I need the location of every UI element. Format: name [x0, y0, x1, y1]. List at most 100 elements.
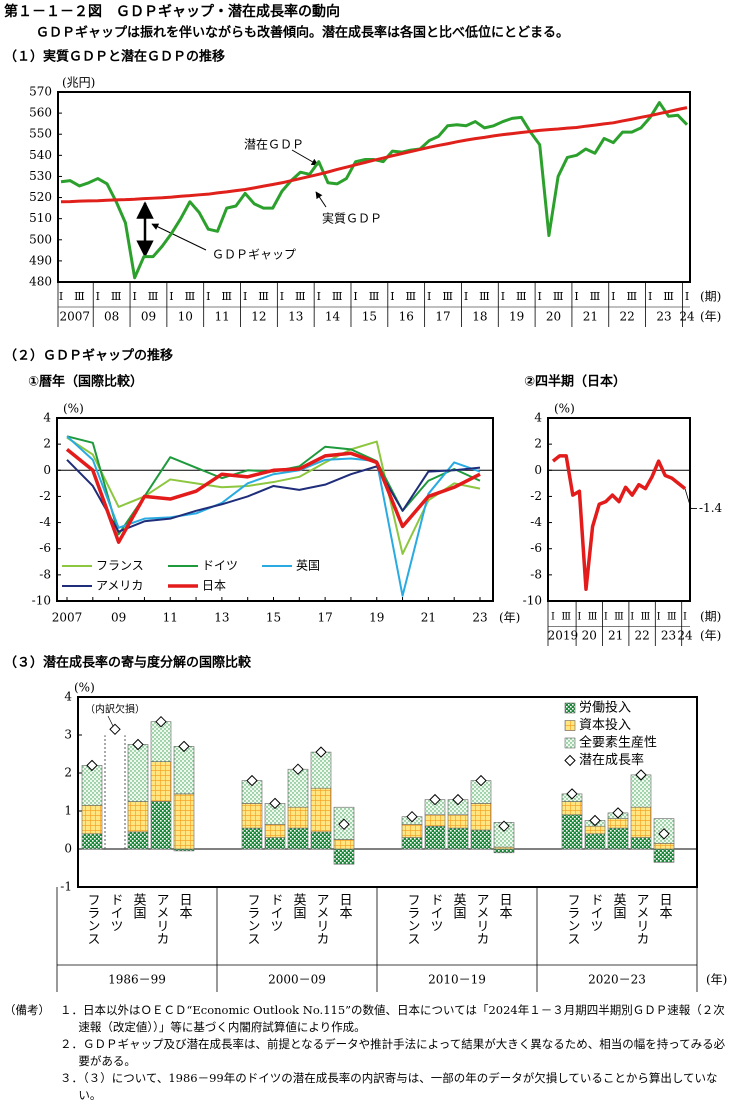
year-label: 24 [679, 310, 695, 324]
diamond-marker [475, 774, 487, 787]
bar-segment [561, 814, 583, 850]
y-tick-label: 550 [29, 127, 52, 141]
x-tick-label: Ⅲ [221, 290, 232, 303]
leader [107, 715, 114, 727]
x-tick-label: 11 [163, 611, 178, 625]
bar-segment [173, 746, 195, 795]
x-tick-label: Ⅲ [667, 612, 677, 623]
x-tick-label: Ⅰ [390, 290, 394, 303]
x-tick-label: Ⅲ [626, 290, 637, 303]
period-label: 2020－23 [588, 973, 646, 987]
y-tick-label: -4 [39, 515, 51, 529]
y-tick-label: -1 [60, 880, 72, 894]
x-unit: (年) [706, 973, 727, 987]
diamond-marker [315, 746, 327, 758]
y-tick-label: 2 [43, 437, 51, 451]
bar-segment [630, 806, 652, 838]
year-label: 21 [608, 629, 623, 643]
legend-label: 全要素生産性 [579, 735, 657, 751]
x-tick-label: フランス [245, 893, 260, 945]
x-tick-label: Ⅲ [614, 612, 624, 623]
year-label: 2019 [548, 629, 579, 643]
year-label: 24 [677, 629, 693, 643]
x-tick-label: Ⅰ [243, 290, 247, 303]
notes-label: （備考） [4, 1003, 50, 1017]
x-tick-label: アメリカ [474, 893, 489, 945]
x-unit: (期) [700, 610, 721, 624]
x-tick-label: Ⅰ [317, 290, 321, 303]
bar-segment [264, 837, 286, 850]
x-tick-label: Ⅲ [641, 612, 651, 623]
year-label: 17 [435, 310, 450, 324]
y-tick-label: 560 [29, 106, 52, 120]
legend-label: 資本投入 [579, 717, 631, 733]
y-tick-label: 490 [29, 253, 52, 267]
legend-swatch [564, 702, 576, 714]
x-tick-label: 日本 [337, 893, 353, 919]
line-series [66, 459, 481, 533]
period-label: 1986－99 [108, 973, 166, 987]
x-tick-label: Ⅰ [206, 290, 210, 303]
x-tick-label: Ⅰ [538, 290, 542, 303]
x-tick-label: Ⅰ [132, 290, 136, 303]
year-label: 19 [509, 310, 524, 324]
x-tick-label: ドイツ [588, 893, 603, 932]
x-tick-label: フランス [405, 893, 420, 945]
x-tick-label: Ⅲ [663, 290, 674, 303]
bar-segment [424, 814, 446, 827]
x-tick-label: 13 [214, 611, 229, 625]
y-tick-label: -8 [39, 567, 51, 581]
bar-segment [81, 765, 103, 806]
x-tick-label: Ⅰ [657, 612, 661, 623]
x-tick-label: Ⅲ [74, 290, 85, 303]
line-series [65, 448, 481, 544]
bar-segment [401, 837, 423, 850]
x-tick-label: アメリカ [314, 893, 329, 945]
y-tick-label: -8 [530, 567, 542, 581]
x-tick-label: フランス [85, 893, 100, 945]
x-tick-label: ドイツ [108, 893, 123, 932]
y-tick-label: 4 [43, 411, 51, 425]
x-tick-label: 日本 [497, 893, 513, 919]
y-tick-label: -10 [523, 594, 542, 608]
bar-segment [287, 827, 309, 850]
diamond-marker [566, 788, 578, 800]
diamond-marker [292, 763, 304, 775]
x-tick-label: Ⅰ [630, 612, 634, 623]
x-tick-label: 15 [266, 611, 281, 625]
x-tick-label: Ⅰ [169, 290, 173, 303]
label-leader [684, 488, 697, 509]
x-tick-label: Ⅰ [574, 290, 578, 303]
legend-swatch [564, 720, 576, 731]
x-tick-label: Ⅰ [683, 612, 687, 623]
legend-swatch [564, 737, 576, 749]
panel-title: ①暦年（国際比較） [28, 374, 143, 390]
x-tick-label: フランス [565, 893, 580, 945]
y-unit: (兆円) [62, 76, 95, 90]
legend-diamond [564, 754, 576, 767]
x-tick-label: Ⅰ [551, 612, 555, 623]
bar-segment [287, 806, 309, 829]
diamond-marker [498, 820, 510, 832]
plot-frame [547, 417, 691, 602]
year-label: 13 [288, 310, 303, 324]
y-unit: (%) [74, 681, 95, 695]
legend-label: アメリカ [96, 579, 143, 593]
y-tick-label: 0 [534, 463, 542, 477]
x-tick-label: 日本 [657, 893, 673, 919]
x-tick-label: Ⅰ [96, 290, 100, 303]
y-tick-label: 570 [29, 85, 52, 99]
bar-segment [264, 823, 286, 838]
note: １．日本以外はＯＥＣＤ“Economic Outlook No.115”の数値、… [60, 1003, 725, 1034]
bar-segment [470, 803, 492, 831]
year-label: 16 [399, 310, 414, 324]
legend-label: 英国 [296, 559, 320, 573]
bar-segment [81, 804, 103, 835]
bar-segment [150, 721, 172, 762]
x-tick-label: Ⅲ [516, 290, 527, 303]
x-tick-label: Ⅲ [332, 290, 343, 303]
bar-segment [447, 827, 469, 850]
x-unit: (年) [700, 629, 721, 643]
panel-title: ②四半期（日本） [524, 374, 626, 390]
